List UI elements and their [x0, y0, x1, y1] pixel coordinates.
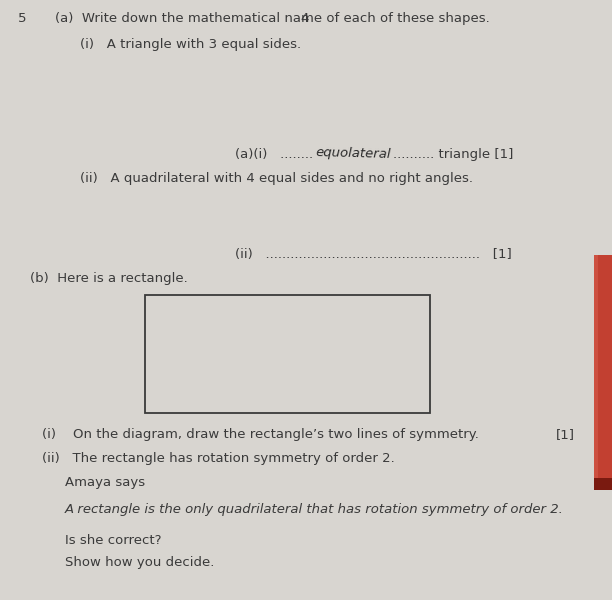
- Text: Is she correct?: Is she correct?: [65, 534, 162, 547]
- Text: (i)    On the diagram, draw the rectangle’s two lines of symmetry.: (i) On the diagram, draw the rectangle’s…: [42, 428, 479, 441]
- Text: equolateral: equolateral: [315, 146, 390, 161]
- Text: Amaya says: Amaya says: [65, 476, 145, 489]
- Text: 5: 5: [18, 12, 26, 25]
- Text: [1]: [1]: [556, 428, 575, 441]
- Bar: [594, 478, 612, 490]
- Text: A rectangle is the only quadrilateral that has rotation symmetry of order 2.: A rectangle is the only quadrilateral th…: [65, 503, 564, 516]
- Text: (ii)   The rectangle has rotation symmetry of order 2.: (ii) The rectangle has rotation symmetry…: [42, 452, 395, 465]
- Bar: [594, 255, 598, 478]
- Text: (a)  Write down the mathematical name of each of these shapes.: (a) Write down the mathematical name of …: [55, 12, 490, 25]
- Text: (a)(i)   ........: (a)(i) ........: [235, 148, 313, 161]
- Bar: [594, 255, 612, 490]
- Text: (b)  Here is a rectangle.: (b) Here is a rectangle.: [30, 272, 188, 285]
- Text: (ii)   A quadrilateral with 4 equal sides and no right angles.: (ii) A quadrilateral with 4 equal sides …: [80, 172, 473, 185]
- Text: 4: 4: [301, 12, 309, 25]
- Text: (i)   A triangle with 3 equal sides.: (i) A triangle with 3 equal sides.: [80, 38, 301, 51]
- Bar: [145, 295, 430, 413]
- Text: .......... triangle [1]: .......... triangle [1]: [393, 148, 513, 161]
- Text: Show how you decide.: Show how you decide.: [65, 556, 214, 569]
- Text: (ii)   ....................................................   [1]: (ii) ...................................…: [235, 248, 512, 261]
